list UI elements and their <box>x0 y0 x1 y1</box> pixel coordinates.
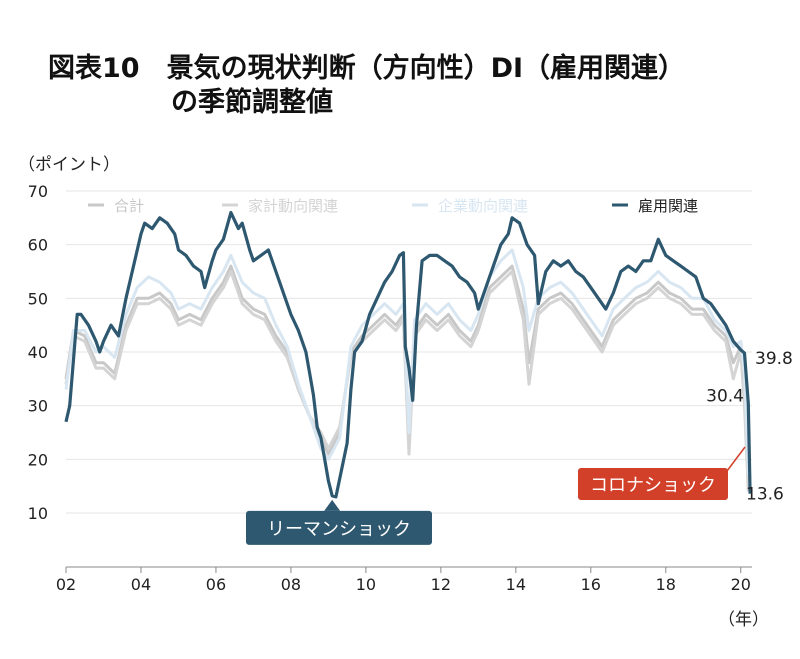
y-tick-label: 60 <box>28 236 48 255</box>
x-tick-label: 04 <box>131 575 151 594</box>
title-line-2: の季節調整値 <box>171 87 333 118</box>
y-tick-label: 20 <box>28 450 48 469</box>
title-line-1: 図表10 景気の現状判断（方向性）DI（雇用関連） <box>48 53 686 84</box>
y-tick-label: 10 <box>28 504 48 523</box>
y-tick-label: 30 <box>28 397 48 416</box>
x-tick-label: 02 <box>56 575 76 594</box>
value-label-30-4: 30.4 <box>706 387 744 407</box>
x-tick-label: 20 <box>731 575 751 594</box>
x-tick-label: 08 <box>281 575 301 594</box>
chart-title: 図表10 景気の現状判断（方向性）DI（雇用関連） の季節調整値 <box>48 52 685 120</box>
y-axis-unit: （ポイント） <box>18 155 120 175</box>
x-tick-label: 14 <box>506 575 526 594</box>
x-tick-label: 06 <box>206 575 226 594</box>
value-label-13-6: 13.6 <box>746 485 784 505</box>
legend-corporate-label: 企業動向関連 <box>438 197 528 215</box>
corona-callout-box <box>578 468 728 500</box>
x-tick-label: 10 <box>356 575 376 594</box>
lehman-pointer <box>324 499 341 511</box>
value-label-39-8: 39.8 <box>755 349 793 369</box>
series-corporate-line <box>64 248 750 476</box>
lehman-callout-label: リーマンショック <box>267 519 411 540</box>
legend-household-label: 家計動向関連 <box>248 197 338 215</box>
x-tick-label: 16 <box>581 575 601 594</box>
y-tick-label: 70 <box>28 182 48 201</box>
legend-total-label: 合計 <box>114 197 144 215</box>
x-tick-label: 12 <box>431 575 451 594</box>
corona-callout-label: コロナショック <box>590 475 716 496</box>
x-axis-unit: （年） <box>718 610 769 630</box>
lehman-callout-box <box>246 510 432 545</box>
y-tick-label: 50 <box>28 289 48 308</box>
series-employment-line <box>64 210 752 499</box>
legend-employment-label: 雇用関連 <box>638 197 698 215</box>
x-tick-label: 18 <box>656 575 676 594</box>
y-tick-label: 40 <box>28 343 48 362</box>
